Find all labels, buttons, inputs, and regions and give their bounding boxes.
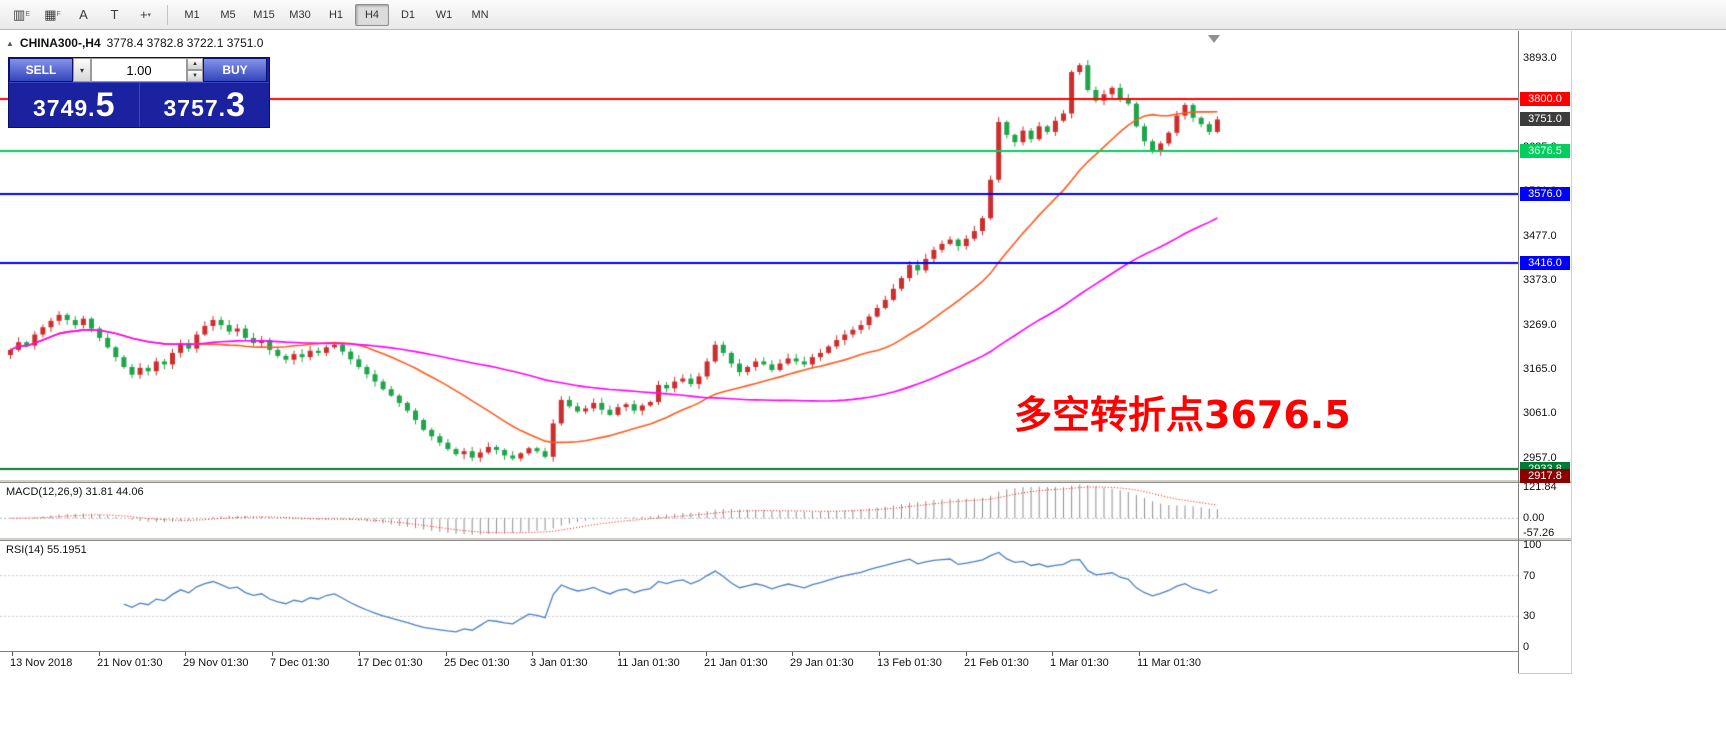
chart-ohlc-values: 3778.4 3782.8 3722.1 3751.0	[106, 36, 264, 50]
time-tick	[619, 652, 620, 656]
time-tick	[446, 652, 447, 656]
timeframe-group: M1 M5 M15 M30 H1 H4 D1 W1 MN	[174, 3, 498, 26]
sell-button[interactable]: SELL	[9, 58, 73, 82]
buy-price-display[interactable]: 3757. 3	[140, 83, 270, 127]
price-badge: 3416.0	[1520, 255, 1570, 270]
time-tick	[1052, 652, 1053, 656]
price-badge: 3800.0	[1520, 91, 1570, 106]
axis-tick: 3373.0	[1523, 274, 1557, 287]
axis-tick: 3893.0	[1523, 51, 1557, 64]
time-label: 17 Dec 01:30	[357, 657, 423, 669]
time-label: 3 Jan 01:30	[530, 657, 588, 669]
time-label: 21 Nov 01:30	[97, 657, 163, 669]
time-label: 25 Dec 01:30	[444, 657, 510, 669]
time-tick	[185, 652, 186, 656]
sell-price-big-digit: 5	[95, 86, 115, 124]
axis-tick: 100	[1523, 539, 1542, 551]
crosshair-tool-icon[interactable]: + ▾	[139, 7, 152, 22]
window-right-edge	[1571, 31, 1572, 673]
time-tick	[792, 652, 793, 656]
timeframe-m15[interactable]: M15	[253, 8, 275, 21]
toolbar-separator	[167, 4, 168, 25]
time-label: 29 Jan 01:30	[790, 657, 854, 669]
axis-tick: 30	[1523, 610, 1536, 623]
timeframe-mn[interactable]: MN	[471, 8, 489, 21]
one-click-trading-panel: SELL ▾ ▲ ▼ BUY 3749.5 3757.3	[8, 57, 270, 128]
time-label: 13 Nov 2018	[10, 657, 73, 669]
timeframe-m1[interactable]: M1	[184, 8, 200, 21]
rsi-pane-separator[interactable]	[0, 537, 1572, 541]
price-badge: 3576.0	[1520, 187, 1570, 202]
axis-tick: 3269.0	[1523, 318, 1557, 331]
axis-tick: 0.00	[1523, 512, 1545, 525]
time-tick	[99, 652, 100, 656]
timeframe-h1[interactable]: H1	[328, 8, 344, 21]
axis-tick: 121.84	[1523, 481, 1557, 493]
axis-tick: 3477.0	[1523, 229, 1557, 242]
volume-down-icon[interactable]: ▼	[187, 70, 203, 82]
macd-pane-separator[interactable]	[0, 479, 1572, 483]
macd-label: MACD(12,26,9) 31.81 44.06	[6, 486, 144, 498]
buy-button[interactable]: BUY	[203, 58, 267, 82]
timeframe-h4[interactable]: H4	[355, 3, 389, 26]
price-badge: 3676.5	[1520, 144, 1570, 159]
axis-tick: 3165.0	[1523, 362, 1557, 375]
time-label: 21 Feb 01:30	[964, 657, 1029, 669]
time-label: 21 Jan 01:30	[704, 657, 768, 669]
volume-spinner: ▲ ▼	[187, 58, 203, 82]
macd-canvas[interactable]	[0, 483, 1518, 537]
price-badge: 2917.8	[1520, 468, 1570, 483]
timeframe-m5[interactable]: M5	[220, 8, 236, 21]
rsi-label: RSI(14) 55.1951	[6, 544, 87, 556]
time-label: 11 Jan 01:30	[617, 657, 680, 669]
time-tick	[532, 652, 533, 656]
time-tick	[706, 652, 707, 656]
time-tick	[359, 652, 360, 656]
time-tick	[12, 652, 13, 656]
price-badge: 3751.0	[1520, 112, 1570, 127]
chart-annotation-text: 多空转折点3676.5	[1014, 393, 1351, 437]
volume-up-icon[interactable]: ▲	[187, 58, 203, 70]
time-label: 1 Mar 01:30	[1050, 657, 1109, 669]
time-label: 29 Nov 01:30	[183, 657, 249, 669]
chart-header: ▲ CHINA300-,H4 3778.4 3782.8 3722.1 3751…	[6, 36, 263, 50]
sell-price-main: 3749.	[33, 95, 96, 121]
price-axis-divider	[1518, 31, 1519, 673]
timeframe-m30[interactable]: M30	[289, 8, 311, 21]
axis-tick: 0	[1523, 641, 1530, 653]
timeframe-d1[interactable]: D1	[400, 8, 416, 21]
chart-shift-marker-icon	[1208, 35, 1220, 43]
time-label: 7 Dec 01:30	[270, 657, 330, 669]
rsi-canvas[interactable]	[0, 541, 1518, 651]
charts-icon[interactable]: ▥ E	[13, 6, 30, 22]
toolbar: ▥ E ▦ F A T + ▾ M1 M5 M15 M30 H1 H4 D1 W1 MN	[0, 0, 1726, 30]
time-label: 13 Feb 01:30	[877, 657, 942, 669]
time-label: 11 Mar 01:30	[1137, 657, 1202, 669]
time-tick	[272, 652, 273, 656]
axis-tick: 3061.0	[1523, 407, 1557, 420]
time-axis[interactable]: 13 Nov 2018 21 Nov 01:30 29 Nov 01:30 7 Dec…	[0, 651, 1518, 674]
sell-price-display[interactable]: 3749. 5	[9, 83, 140, 127]
time-tick	[966, 652, 967, 656]
price-axis[interactable]: 3893.03789.03685.03581.03477.03373.03269…	[1520, 0, 1572, 741]
toolbar-icon-group: ▥ E ▦ F A T + ▾	[6, 3, 161, 27]
expand-icon[interactable]: ▲	[6, 38, 14, 48]
font-tool-icon[interactable]: A	[79, 7, 88, 22]
chart-symbol-period: CHINA300-,H4	[19, 36, 101, 50]
timeframe-w1[interactable]: W1	[435, 8, 453, 21]
text-tool-icon[interactable]: T	[110, 7, 119, 22]
axis-tick: -57.26	[1523, 527, 1555, 539]
buy-price-big-digit: 3	[226, 86, 245, 124]
time-tick	[1139, 652, 1140, 656]
volume-dropdown-icon[interactable]: ▾	[73, 58, 91, 82]
axis-tick: 2957.0	[1523, 451, 1557, 464]
time-tick	[879, 652, 880, 656]
axis-tick: 70	[1523, 569, 1536, 582]
profile-icon[interactable]: ▦ F	[44, 6, 61, 22]
buy-price-main: 3757.	[163, 95, 227, 121]
volume-input[interactable]	[91, 58, 187, 82]
